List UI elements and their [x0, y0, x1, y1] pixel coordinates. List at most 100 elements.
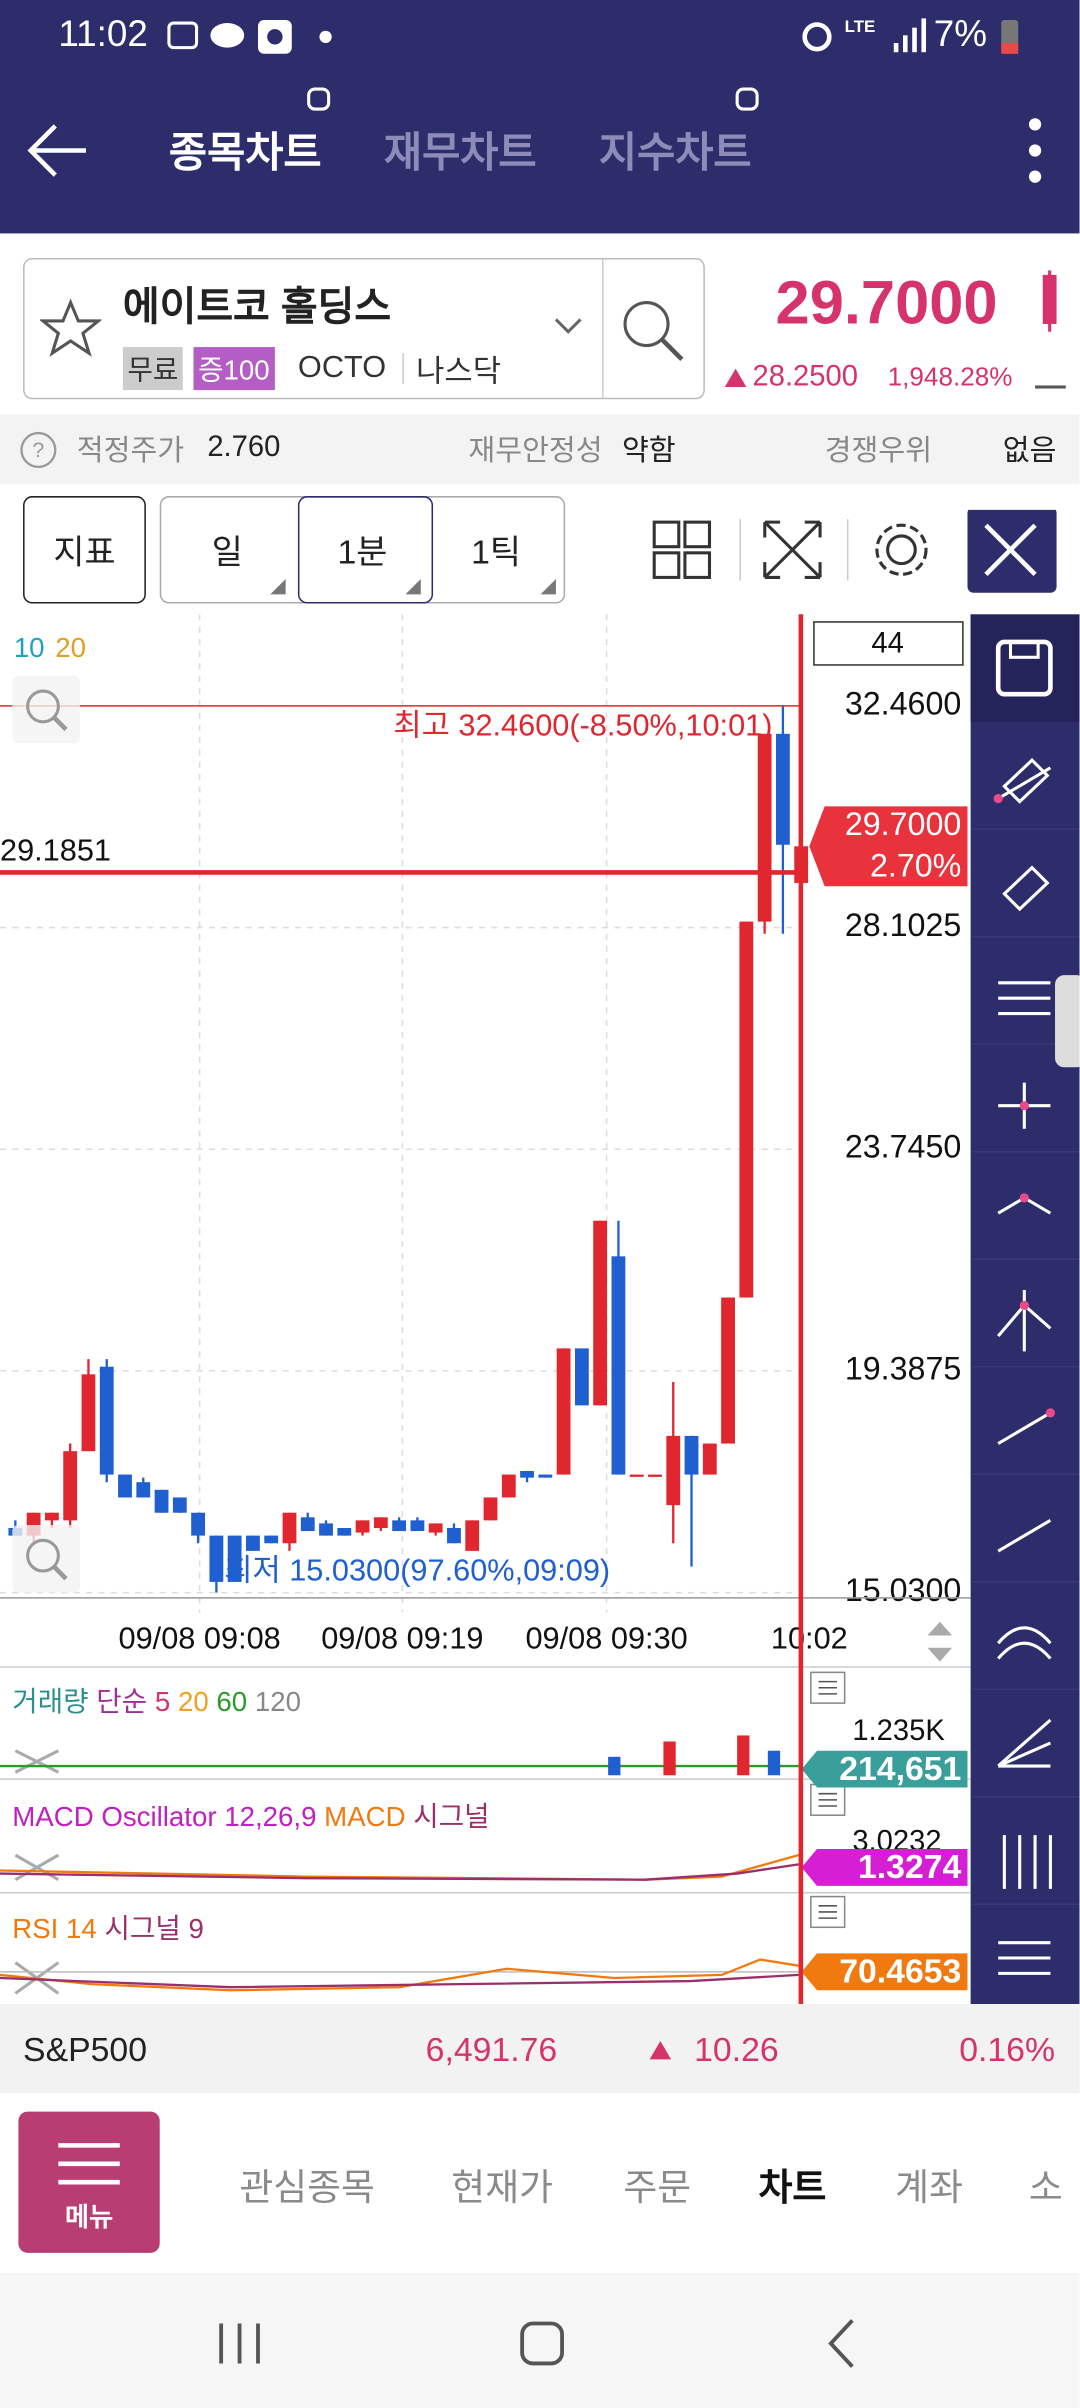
system-nav-buttons[interactable]	[200, 2311, 891, 2375]
help-icon[interactable]: ?	[18, 430, 58, 470]
candle-body	[666, 1435, 681, 1506]
dropdown-arrow[interactable]	[553, 315, 584, 336]
panel-title: RSI 14	[12, 1913, 97, 1945]
indicator-label: 지표	[53, 532, 116, 572]
period[interactable]: 1분	[337, 532, 388, 572]
candle-body	[172, 1497, 187, 1513]
rsi-value: 70.4653	[839, 1951, 962, 1991]
candle-body	[775, 733, 790, 845]
index-bar-bg[interactable]	[0, 2004, 1080, 2094]
candle-body	[373, 1517, 388, 1528]
back-button[interactable]	[25, 120, 93, 181]
zoom-button-bg	[12, 1524, 80, 1593]
candle-body	[721, 1297, 735, 1444]
tab-icon	[307, 87, 331, 111]
tab[interactable]: 지수차트	[598, 129, 752, 176]
candle-body	[227, 1535, 242, 1582]
candle-body	[428, 1523, 443, 1533]
candle-body	[136, 1482, 151, 1498]
candle-body	[81, 1374, 96, 1452]
candle-body	[520, 1471, 534, 1478]
ma-type: 단순	[96, 1686, 148, 1717]
indicator-button[interactable]	[23, 496, 146, 604]
separator	[0, 1891, 971, 1894]
more-menu[interactable]	[1020, 114, 1051, 191]
period[interactable]: 1틱	[471, 532, 521, 572]
tab[interactable]: 재무차트	[383, 129, 537, 176]
volume-value: 214,651	[839, 1749, 962, 1788]
zoom-button[interactable]	[26, 1538, 60, 1573]
x-tick-label: 09/08 09:30	[525, 1622, 688, 1657]
panel-value-badges	[801, 1750, 968, 1991]
index-value: 6,491.76	[425, 2030, 558, 2069]
candle-body	[410, 1520, 425, 1532]
battery-icon	[1001, 19, 1019, 54]
candle-body	[574, 1348, 589, 1406]
candle-body	[556, 1348, 571, 1475]
nav-item[interactable]: 주문	[623, 2167, 692, 2210]
y-tick-bg	[823, 1352, 965, 1390]
candle-body	[648, 1474, 662, 1477]
candle-body	[264, 1535, 279, 1544]
favorite-star[interactable]	[39, 298, 102, 359]
high-label: 최고 32.4600(-8.50%,10:01)	[393, 707, 772, 742]
status-time: 11:02	[58, 13, 148, 56]
candle-body	[246, 1535, 260, 1551]
candle-body	[702, 1443, 717, 1475]
up-triangle	[649, 2040, 672, 2060]
info-row-bg	[0, 414, 1080, 484]
period[interactable]: 일	[211, 532, 243, 572]
nav-item[interactable]: 현재가	[451, 2167, 554, 2210]
period-corners	[270, 578, 556, 595]
candle-body	[209, 1535, 224, 1582]
nav-item[interactable]: 소	[1028, 2167, 1063, 2210]
search-button[interactable]	[617, 295, 688, 366]
cursor-line	[798, 614, 804, 2005]
nav-item[interactable]: 차트	[758, 2167, 827, 2210]
stock-selector[interactable]	[23, 257, 705, 400]
current-price: 29.7000	[775, 269, 998, 338]
macd-label: MACD	[324, 1801, 406, 1833]
count-label: 44	[871, 628, 903, 660]
zoom-button[interactable]	[26, 689, 60, 724]
candle-body	[684, 1435, 699, 1475]
y-tick-label: 19.3875	[845, 1350, 962, 1386]
tab[interactable]: 종목차트	[168, 129, 322, 176]
badge: 증100	[193, 347, 275, 391]
panel-title: MACD Oscillator 12,26,9	[12, 1801, 317, 1833]
count-box	[813, 621, 964, 666]
candle-body	[501, 1474, 516, 1498]
y-tick-bg	[823, 1130, 965, 1168]
nav-item[interactable]: 관심종목	[239, 2167, 375, 2210]
zoom-button-bg	[12, 675, 80, 744]
candle-body	[300, 1517, 315, 1532]
y-tick-label: 32.4600	[845, 685, 962, 721]
low-label: 최저 15.0300(97.60%,09:09)	[224, 1553, 610, 1588]
crosshair-label: 29.1851	[0, 833, 111, 868]
current-price-badge	[809, 806, 968, 887]
ma-label: 20	[55, 632, 86, 663]
drawing-tools-sidebar[interactable]	[970, 614, 1080, 2005]
separator	[0, 1778, 971, 1780]
info-value: 없음	[1002, 435, 1057, 468]
y-tick-bg	[823, 687, 965, 725]
y-tick-label: 28.1025	[845, 907, 962, 943]
toolbar-icons[interactable]	[645, 509, 1060, 596]
signal-icon	[893, 18, 927, 53]
ticker: OCTO	[297, 350, 387, 385]
candle-body	[191, 1512, 206, 1536]
menu-icon	[58, 2143, 120, 2185]
nav-item[interactable]: 계좌	[895, 2167, 964, 2210]
panel-menu-icons[interactable]	[809, 1671, 849, 1932]
svg-text:?: ?	[32, 438, 44, 462]
ma-period: 60	[216, 1686, 248, 1717]
scroll-arrows[interactable]	[918, 1617, 961, 1666]
info-label: 경쟁우위	[824, 435, 933, 468]
divider	[402, 353, 404, 384]
rsi-title: RSI 14 시그널 9	[12, 1907, 204, 1947]
candle-body	[611, 1256, 626, 1475]
y-tick-bg	[823, 1574, 965, 1612]
index-pct: 0.16%	[959, 2030, 1056, 2069]
period-selected	[297, 496, 433, 604]
